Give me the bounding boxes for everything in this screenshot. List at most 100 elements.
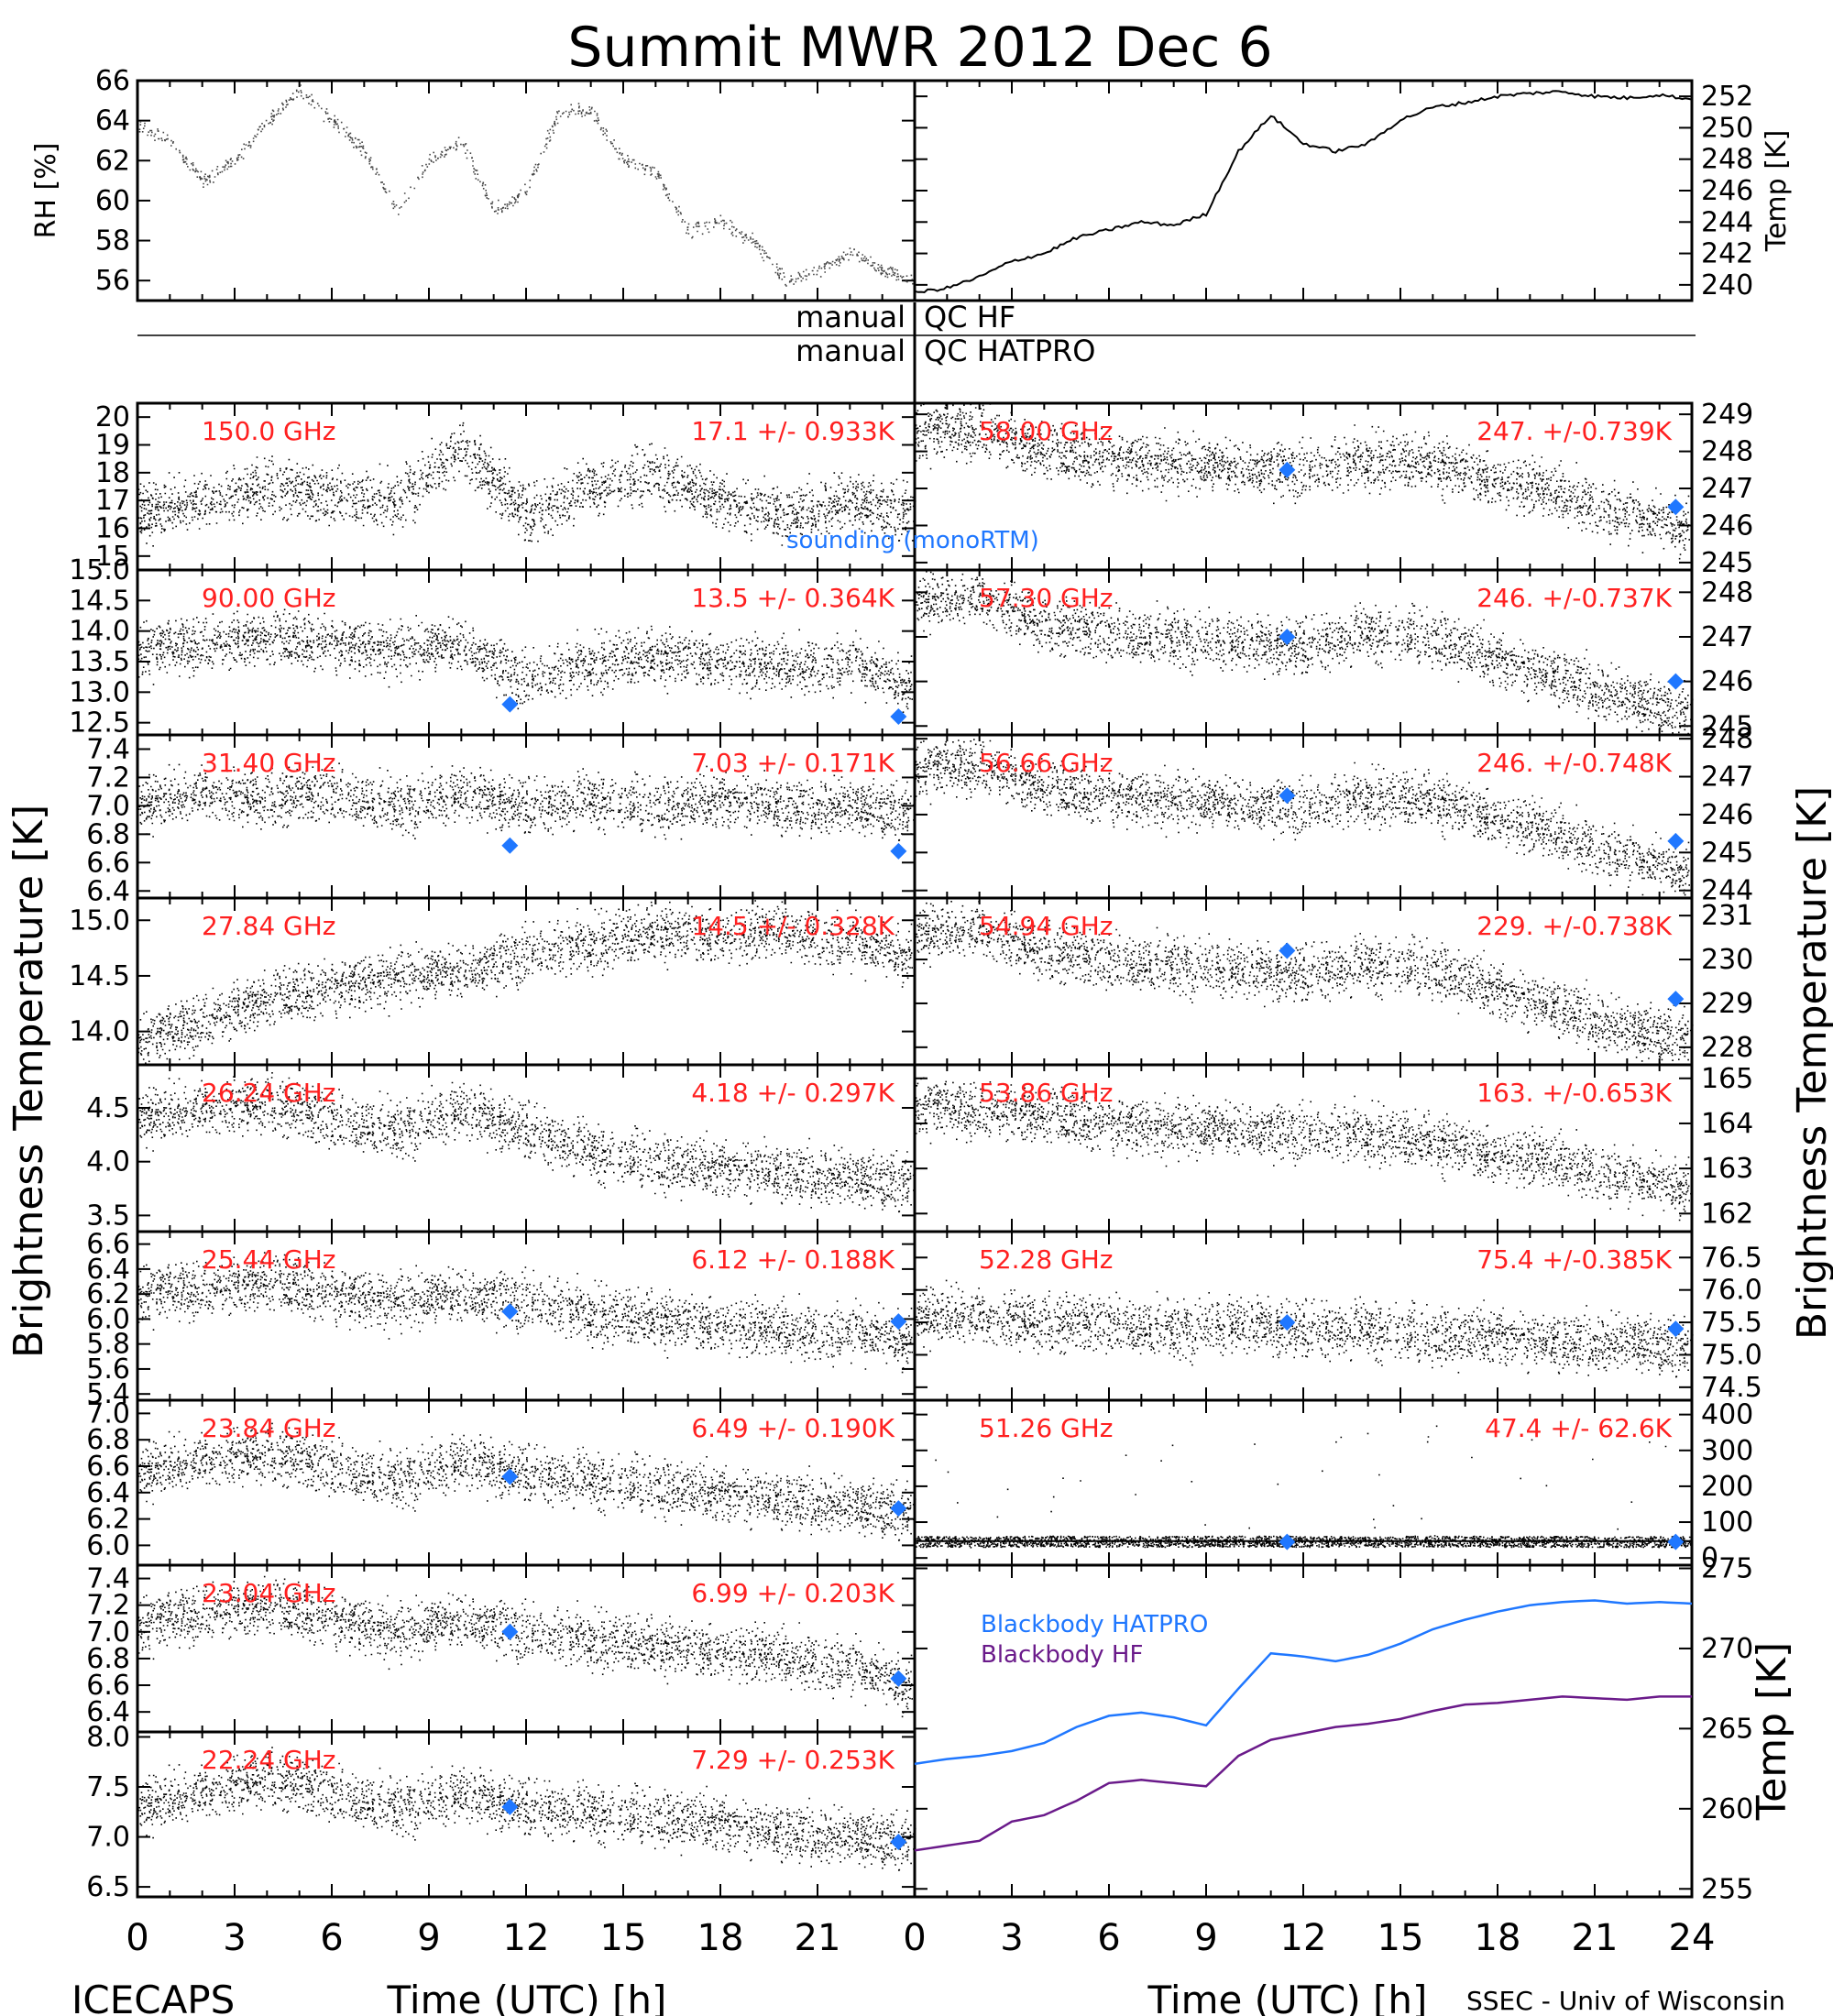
y-tick-label: 60	[95, 185, 130, 217]
panel-54-94-ghz: 228 229 230 231 54.94 GHz 229. +/-0.738K	[913, 896, 1753, 1067]
y-tick-label: 74.5	[1701, 1372, 1762, 1404]
y-tick-label: 0	[1701, 1542, 1718, 1574]
y-tick-label: 247	[1701, 761, 1753, 794]
sounding-legend: sounding (monoRTM)	[786, 527, 1039, 554]
x-tick-label: 9	[1194, 1917, 1217, 1959]
sounding-point	[1667, 991, 1685, 1008]
stats-label: 7.03 +/- 0.171K	[691, 748, 895, 778]
y-tick-label: 246	[1701, 175, 1753, 207]
stats-label: 246. +/-0.737K	[1476, 583, 1672, 613]
y-tick-label: 164	[1701, 1108, 1753, 1140]
freq-label: 31.40 GHz	[202, 748, 336, 778]
qc-hf-label-left: manual	[796, 300, 906, 334]
panel-rh: 56 58 60 62 64 66 RH [%]	[30, 65, 916, 302]
sounding-point	[1667, 673, 1685, 690]
y-tick-label: 242	[1701, 238, 1753, 270]
right-y-axis-label: Brightness Temperature [K]	[1789, 786, 1833, 1340]
y-tick-label: 228	[1701, 1032, 1753, 1064]
panel-y-label: Temp [K]	[1749, 1642, 1795, 1821]
y-tick-label: 244	[1701, 875, 1753, 907]
y-tick-label: 6.6	[86, 1451, 130, 1483]
x-axis-label-left: Time (UTC) [h]	[387, 1978, 667, 2016]
y-tick-label: 231	[1701, 900, 1753, 932]
y-tick-label: 58	[95, 225, 130, 257]
sounding-point	[890, 842, 907, 860]
data-points	[137, 1422, 916, 1541]
y-tick-label: 230	[1701, 944, 1753, 976]
stats-label: 247. +/-0.739K	[1476, 416, 1672, 446]
y-tick-label: 5.4	[86, 1378, 130, 1410]
y-tick-label: 6.5	[86, 1871, 130, 1903]
y-tick-label: 15.0	[69, 904, 130, 937]
y-tick-label: 6.4	[86, 1477, 130, 1509]
y-tick-label: 3.5	[86, 1200, 130, 1232]
y-tick-label: 252	[1701, 81, 1753, 113]
x-tick-label: 18	[1475, 1917, 1521, 1959]
stats-label: 47.4 +/- 62.6K	[1485, 1413, 1672, 1443]
sounding-point	[1279, 1314, 1296, 1331]
panel-90-00-ghz: 12.513.013.514.014.515.0 90.00 GHz 13.5 +/…	[69, 554, 916, 740]
panel-52-28-ghz: 74.575.075.576.076.5 52.28 GHz 75.4 +/-0.3…	[913, 1230, 1762, 1404]
sounding-point	[890, 708, 907, 725]
y-tick-label: 248	[1701, 144, 1753, 176]
y-tick-label: 229	[1701, 988, 1753, 1020]
x-tick-label: 6	[1097, 1917, 1120, 1959]
stats-label: 6.49 +/- 0.190K	[691, 1413, 895, 1443]
freq-label: 150.0 GHz	[202, 416, 336, 446]
y-tick-label: 246	[1701, 509, 1753, 542]
data-points	[137, 608, 916, 718]
stats-label: 7.29 +/- 0.253K	[691, 1745, 895, 1775]
x-tick-label: 3	[223, 1917, 246, 1959]
y-tick-label: 6.0	[86, 1303, 130, 1335]
y-tick-label: 18	[95, 457, 130, 489]
sounding-point	[890, 1670, 907, 1687]
panel-23-04-ghz: 6.46.66.87.07.27.4 23.04 GHz 6.99 +/- 0.20…	[86, 1563, 916, 1734]
sounding-point	[1667, 499, 1685, 516]
y-tick-label: 64	[95, 105, 130, 137]
y-tick-label: 247	[1701, 473, 1753, 505]
y-tick-label: 6.4	[86, 875, 130, 907]
data-points	[915, 739, 1694, 896]
x-ticks-right: 0 3 6 9 12 15 18 21 24	[903, 1917, 1715, 1959]
data-points	[137, 1252, 916, 1374]
y-tick-label: 245	[1701, 837, 1753, 869]
data-points	[915, 1279, 1694, 1378]
y-tick-label: 76.0	[1701, 1275, 1762, 1307]
x-tick-label: 0	[126, 1917, 148, 1959]
y-tick-label: 7.5	[86, 1771, 130, 1803]
y-tick-label: 16	[95, 513, 130, 545]
freq-label: 52.28 GHz	[979, 1244, 1114, 1275]
freq-label: 56.66 GHz	[979, 748, 1114, 778]
y-tick-label: 249	[1701, 399, 1753, 431]
sounding-point	[501, 1623, 519, 1640]
y-tick-label: 248	[1701, 723, 1753, 755]
x-tick-label: 24	[1669, 1917, 1716, 1959]
y-tick-label: 270	[1701, 1633, 1753, 1665]
panel-y-label: RH [%]	[30, 143, 62, 239]
y-tick-label: 244	[1701, 206, 1753, 238]
x-axis-label-right: Time (UTC) [h]	[1147, 1978, 1428, 2016]
y-tick-label: 265	[1701, 1713, 1753, 1745]
data-points	[137, 900, 916, 1066]
y-tick-label: 8.0	[86, 1721, 130, 1753]
y-tick-label: 13.5	[69, 646, 130, 678]
sounding-point	[1279, 787, 1296, 805]
y-tick-label: 66	[95, 65, 130, 97]
panel-53-86-ghz: 162 163 164 165 53.86 GHz 163. +/-0.653K	[913, 1063, 1753, 1233]
y-tick-label: 6.8	[86, 1424, 130, 1456]
sounding-point	[501, 837, 519, 854]
y-tick-label: 245	[1701, 710, 1753, 742]
sounding-point	[1667, 1320, 1685, 1338]
sounding-point	[501, 1303, 519, 1320]
footer-right: SSEC - Univ of Wisconsin	[1466, 1986, 1785, 2016]
y-tick-label: 13.0	[69, 676, 130, 708]
stats-label: 75.4 +/-0.385K	[1476, 1244, 1672, 1275]
y-tick-label: 14.5	[69, 960, 130, 992]
y-tick-label: 7.0	[86, 790, 130, 822]
y-tick-label: 248	[1701, 436, 1753, 468]
y-tick-label: 246	[1701, 666, 1753, 698]
x-tick-label: 9	[417, 1917, 440, 1959]
y-tick-label: 6.6	[86, 1229, 130, 1261]
